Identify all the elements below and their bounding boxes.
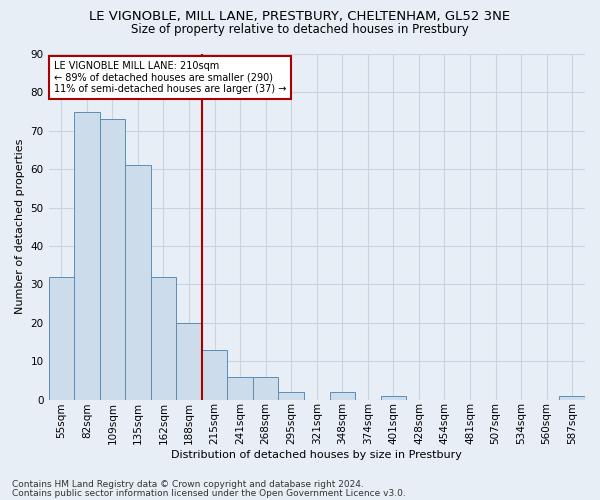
Bar: [49, 276, 74, 400]
X-axis label: Distribution of detached houses by size in Prestbury: Distribution of detached houses by size …: [172, 450, 462, 460]
Text: Contains HM Land Registry data © Crown copyright and database right 2024.: Contains HM Land Registry data © Crown c…: [12, 480, 364, 489]
Bar: [151, 276, 176, 400]
Text: LE VIGNOBLE MILL LANE: 210sqm
← 89% of detached houses are smaller (290)
11% of : LE VIGNOBLE MILL LANE: 210sqm ← 89% of d…: [54, 61, 286, 94]
Bar: [329, 392, 355, 400]
Bar: [202, 350, 227, 400]
Bar: [278, 392, 304, 400]
Bar: [559, 396, 585, 400]
Bar: [74, 112, 100, 400]
Bar: [176, 323, 202, 400]
Text: Size of property relative to detached houses in Prestbury: Size of property relative to detached ho…: [131, 22, 469, 36]
Bar: [253, 376, 278, 400]
Bar: [125, 166, 151, 400]
Text: LE VIGNOBLE, MILL LANE, PRESTBURY, CHELTENHAM, GL52 3NE: LE VIGNOBLE, MILL LANE, PRESTBURY, CHELT…: [89, 10, 511, 23]
Y-axis label: Number of detached properties: Number of detached properties: [15, 139, 25, 314]
Bar: [227, 376, 253, 400]
Bar: [380, 396, 406, 400]
Bar: [100, 120, 125, 400]
Text: Contains public sector information licensed under the Open Government Licence v3: Contains public sector information licen…: [12, 488, 406, 498]
